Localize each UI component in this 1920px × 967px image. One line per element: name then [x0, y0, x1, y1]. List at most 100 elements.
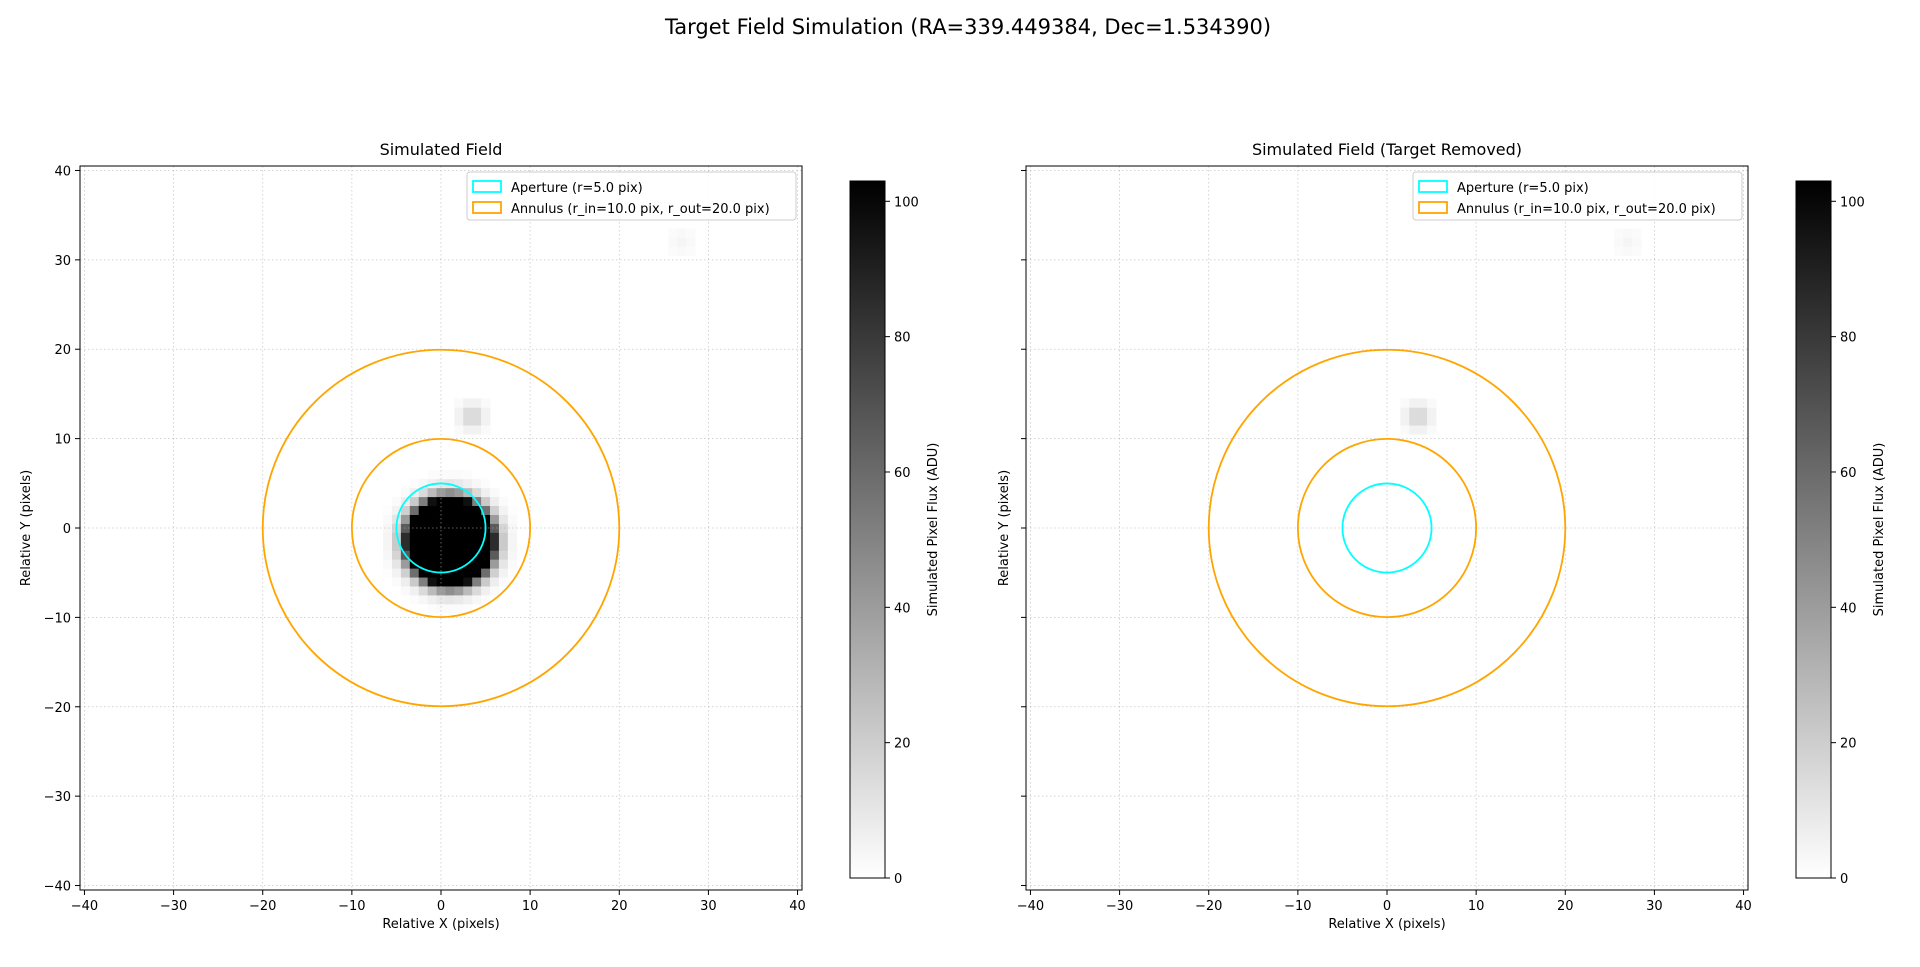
image-pixel	[418, 550, 429, 560]
x-tick-label: −30	[1106, 899, 1133, 914]
image-pixel	[677, 246, 687, 256]
image-pixel	[454, 550, 464, 560]
image-pixel	[463, 532, 473, 542]
legend-entry: Aperture (r=5.0 pix)	[511, 181, 643, 196]
legend-swatch	[472, 180, 502, 193]
image-pixel	[481, 487, 491, 498]
image-pixel	[445, 523, 455, 533]
image-pixel	[454, 595, 464, 605]
y-axis-label: Relative Y (pixels)	[997, 470, 1012, 586]
image-pixel	[427, 577, 437, 587]
annulus-outer-circle	[1207, 348, 1567, 708]
image-pixel	[668, 246, 678, 256]
image-pixel	[463, 514, 473, 524]
image-pixel	[409, 550, 420, 560]
image-pixel	[391, 541, 402, 551]
image-pixel	[507, 541, 518, 551]
x-tick-label: 30	[1646, 899, 1663, 914]
image-pixel	[400, 505, 411, 515]
image-pixel	[418, 595, 429, 605]
colorbar-tick-label: 0	[894, 872, 902, 887]
image-pixel	[490, 487, 500, 498]
image-pixel	[454, 577, 464, 587]
x-tick-label: −20	[249, 899, 276, 914]
panel-title: Simulated Field (Target Removed)	[1252, 140, 1522, 159]
legend-entry: Annulus (r_in=10.0 pix, r_out=20.0 pix)	[1457, 202, 1716, 217]
colorbar-tick-label: 40	[894, 601, 911, 616]
y-tick-label: −30	[44, 790, 71, 805]
image-pixel	[400, 487, 411, 498]
image-pixel	[418, 577, 429, 587]
image-pixel	[1623, 246, 1633, 256]
image-pixel	[1427, 416, 1437, 426]
image-pixel	[427, 603, 437, 614]
legend-swatch	[1418, 180, 1448, 193]
image-pixel	[1418, 398, 1428, 408]
image-pixel	[454, 478, 464, 489]
x-tick-label: 20	[611, 899, 628, 914]
field-image	[1400, 228, 1642, 435]
image-pixel	[463, 469, 473, 480]
image-pixel	[507, 559, 518, 569]
image-pixel	[436, 603, 446, 614]
image-pixel	[400, 586, 411, 596]
image-pixel	[498, 568, 509, 578]
image-pixel	[490, 523, 500, 533]
image-pixel	[1623, 237, 1633, 247]
image-pixel	[436, 532, 446, 542]
image-pixel	[481, 478, 491, 489]
image-pixel	[463, 398, 473, 408]
image-pixel	[454, 568, 464, 578]
x-tick-label: −10	[1284, 899, 1311, 914]
panel-1: Simulated Field −40 −30 −20 −10 0 10 20 30 40 −40 −…	[19, 140, 941, 932]
y-tick-label: −20	[44, 701, 71, 716]
image-pixel	[418, 586, 429, 596]
image-pixel	[445, 603, 455, 614]
image-pixel	[481, 505, 491, 515]
image-pixel	[1409, 416, 1419, 426]
x-tick-label: 40	[1735, 899, 1752, 914]
legend-entry: Aperture (r=5.0 pix)	[1457, 181, 1589, 196]
image-pixel	[427, 496, 437, 507]
image-pixel	[463, 568, 473, 578]
image-pixel	[472, 595, 482, 605]
image-pixel	[445, 559, 455, 569]
image-pixel	[418, 523, 429, 533]
x-tick-label: 0	[437, 899, 445, 914]
image-pixel	[1400, 425, 1410, 435]
annulus-outer-circle	[261, 348, 621, 708]
legend: Aperture (r=5.0 pix) Annulus (r_in=10.0 p…	[466, 171, 797, 221]
image-pixel	[481, 541, 491, 551]
image-pixel	[463, 541, 473, 551]
image-pixel	[472, 568, 482, 578]
image-pixel	[1614, 228, 1624, 238]
y-tick-label: 20	[54, 343, 71, 358]
image-pixel	[383, 550, 393, 560]
image-pixel	[463, 407, 473, 417]
image-pixel	[1409, 425, 1419, 435]
image-pixel	[445, 550, 455, 560]
image-pixel	[409, 496, 420, 507]
panel-2: Simulated Field (Target Removed) −40 −30 −2…	[997, 140, 1887, 932]
image-pixel	[436, 595, 446, 605]
image-pixel	[507, 550, 518, 560]
y-tick-label: 0	[63, 522, 71, 537]
image-pixel	[445, 586, 455, 596]
image-pixel	[454, 523, 464, 533]
image-pixel	[418, 496, 429, 507]
x-axis-label: Relative X (pixels)	[1328, 917, 1445, 932]
image-pixel	[391, 577, 402, 587]
legend-swatch	[1418, 201, 1448, 214]
image-pixel	[409, 514, 420, 524]
annulus-inner-circle	[1296, 437, 1478, 619]
image-pixel	[445, 505, 455, 515]
colorbar-label: Simulated Pixel Flux (ADU)	[1872, 443, 1887, 617]
image-pixel	[481, 595, 491, 605]
image-pixel	[472, 586, 482, 596]
image-pixel	[427, 586, 437, 596]
image-pixel	[472, 416, 482, 426]
image-pixel	[427, 505, 437, 515]
image-pixel	[454, 416, 464, 426]
image-pixel	[490, 550, 500, 560]
image-pixel	[445, 469, 455, 480]
